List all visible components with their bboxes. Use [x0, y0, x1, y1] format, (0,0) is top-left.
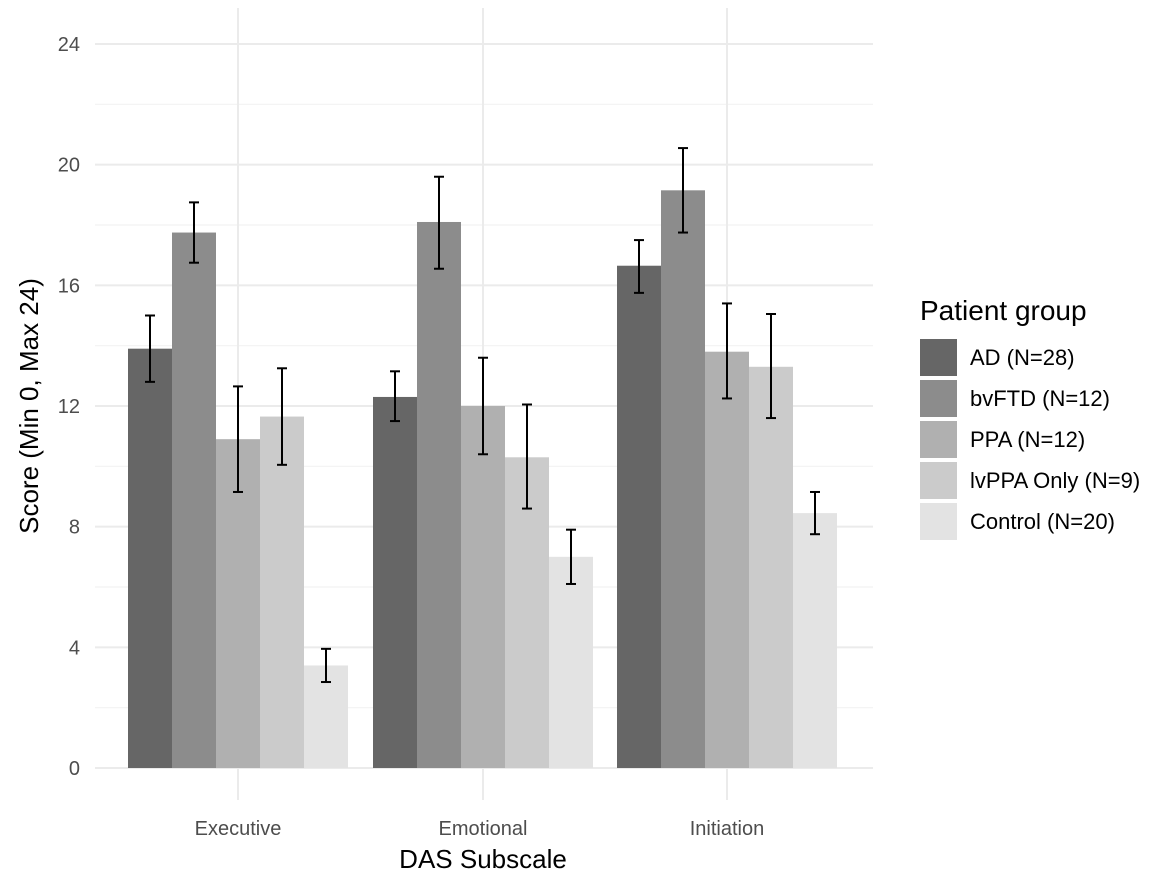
y-tick-label: 4	[69, 637, 80, 659]
bar-emotional-1	[373, 396, 417, 768]
legend-swatch	[920, 503, 957, 540]
x-axis-title: DAS Subscale	[399, 844, 567, 874]
y-tick-label: 0	[69, 758, 80, 780]
bar-executive-2	[172, 232, 216, 768]
error-bar	[478, 356, 488, 456]
error-bar	[722, 302, 732, 400]
legend-swatch	[920, 339, 957, 376]
y-tick-label: 8	[69, 517, 80, 539]
error-bar	[145, 314, 155, 383]
legend-item: PPA (N=12)	[920, 421, 1085, 458]
legend-label: PPA (N=12)	[970, 427, 1085, 452]
error-bar	[390, 370, 400, 423]
bar-initiation-1	[617, 265, 661, 768]
legend-label: AD (N=28)	[970, 345, 1075, 370]
error-bar	[233, 385, 243, 493]
error-bar	[434, 175, 444, 270]
bar-initiation-3	[705, 351, 749, 768]
legend-item: lvPPA Only (N=9)	[920, 462, 1140, 499]
error-bar	[810, 490, 820, 536]
x-tick-label: Executive	[195, 818, 282, 840]
bar-initiation-5	[793, 513, 837, 768]
bar-initiation-2	[661, 190, 705, 768]
y-tick-label: 24	[58, 34, 80, 56]
error-bar	[566, 528, 576, 585]
y-tick-labels: 0 4 8 12 16 20 24	[58, 34, 80, 780]
legend: Patient group AD (N=28) bvFTD (N=12) PPA (…	[920, 295, 1140, 540]
bar-emotional-2	[417, 221, 461, 768]
error-bar	[277, 367, 287, 466]
legend-label: lvPPA Only (N=9)	[970, 468, 1140, 493]
y-tick-label: 20	[58, 155, 80, 177]
error-bar	[634, 239, 644, 294]
bar-initiation-4	[749, 366, 793, 768]
legend-swatch	[920, 462, 957, 499]
legend-items: AD (N=28) bvFTD (N=12) PPA (N=12) lvPPA Onl…	[920, 339, 1140, 540]
error-bar	[189, 201, 199, 264]
legend-item: Control (N=20)	[920, 503, 1115, 540]
error-bar	[321, 647, 331, 684]
bar-emotional-3	[461, 406, 505, 768]
legend-item: bvFTD (N=12)	[920, 380, 1110, 417]
x-tick-label: Initiation	[690, 818, 765, 840]
bars	[128, 190, 837, 768]
error-bar	[522, 403, 532, 510]
bar-executive-3	[216, 439, 260, 768]
error-bar	[766, 312, 776, 420]
y-axis-title: Score (Min 0, Max 24)	[14, 278, 44, 534]
bar-executive-1	[128, 348, 172, 768]
legend-label: Control (N=20)	[970, 509, 1115, 534]
bar-emotional-5	[549, 556, 593, 768]
legend-swatch	[920, 421, 957, 458]
legend-title: Patient group	[920, 295, 1087, 326]
x-tick-labels: Executive Emotional Initiation	[195, 818, 765, 840]
legend-swatch	[920, 380, 957, 417]
y-tick-label: 16	[58, 275, 80, 297]
error-bars	[145, 147, 820, 684]
error-bar	[678, 147, 688, 234]
legend-item: AD (N=28)	[920, 339, 1075, 376]
legend-label: bvFTD (N=12)	[970, 386, 1110, 411]
y-tick-label: 12	[58, 396, 80, 418]
x-tick-label: Emotional	[439, 818, 528, 840]
bar-executive-4	[260, 416, 304, 768]
